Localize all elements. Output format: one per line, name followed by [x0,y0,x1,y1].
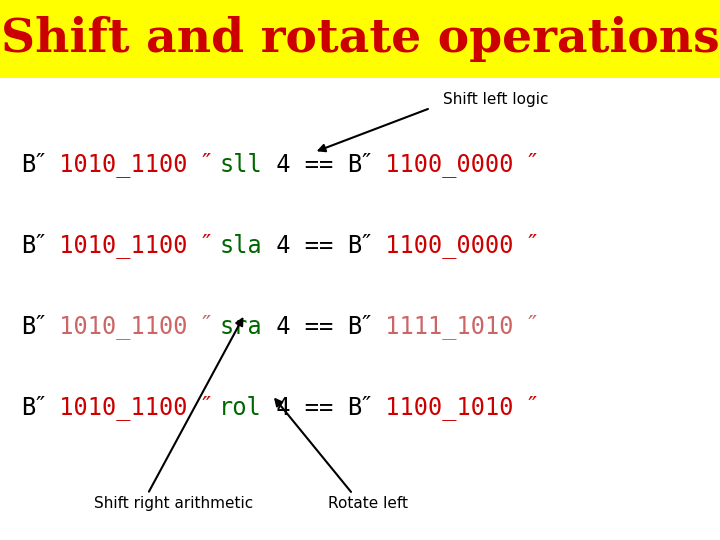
Text: B: B [348,153,362,177]
Text: 1010_1100: 1010_1100 [45,153,202,177]
Text: 4 ==: 4 == [262,396,348,420]
Text: ″: ″ [202,153,220,176]
Text: Shift and rotate operations: Shift and rotate operations [1,16,719,62]
Text: 1100_0000: 1100_0000 [372,153,528,177]
Text: ″: ″ [528,315,537,338]
Text: ″: ″ [528,396,537,419]
Text: 1100_0000: 1100_0000 [372,234,528,258]
Text: ″: ″ [36,315,45,338]
Text: 1111_1010: 1111_1010 [372,315,528,339]
Text: ″: ″ [36,234,45,257]
Text: ″: ″ [362,153,372,176]
Text: B: B [348,396,362,420]
Text: ″: ″ [202,315,220,338]
Text: sll: sll [220,153,262,177]
Text: ″: ″ [202,234,220,257]
Text: sra: sra [220,315,262,339]
Text: ″: ″ [362,315,372,338]
Text: B: B [22,153,36,177]
Text: 1010_1100: 1010_1100 [45,234,202,258]
Text: ″: ″ [362,234,372,257]
Text: 1010_1100: 1010_1100 [45,315,202,339]
Text: B: B [348,315,362,339]
Text: ″: ″ [362,396,372,419]
FancyBboxPatch shape [0,0,720,78]
Text: ″: ″ [528,153,537,176]
Text: ″: ″ [528,234,537,257]
Text: rol: rol [220,396,262,420]
Text: B: B [22,396,36,420]
Text: 4 ==: 4 == [262,153,348,177]
Text: Shift left logic: Shift left logic [443,92,549,107]
Text: 1100_1010: 1100_1010 [372,396,528,420]
Text: B: B [22,315,36,339]
Text: 4 ==: 4 == [262,315,348,339]
Text: B: B [348,234,362,258]
Text: ″: ″ [36,396,45,419]
Text: Rotate left: Rotate left [328,496,408,511]
Text: Shift right arithmetic: Shift right arithmetic [94,496,253,511]
Text: ″: ″ [202,396,220,419]
Text: B: B [22,234,36,258]
Text: sla: sla [220,234,262,258]
Text: 1010_1100: 1010_1100 [45,396,202,420]
Text: ″: ″ [36,153,45,176]
Text: 4 ==: 4 == [262,234,348,258]
